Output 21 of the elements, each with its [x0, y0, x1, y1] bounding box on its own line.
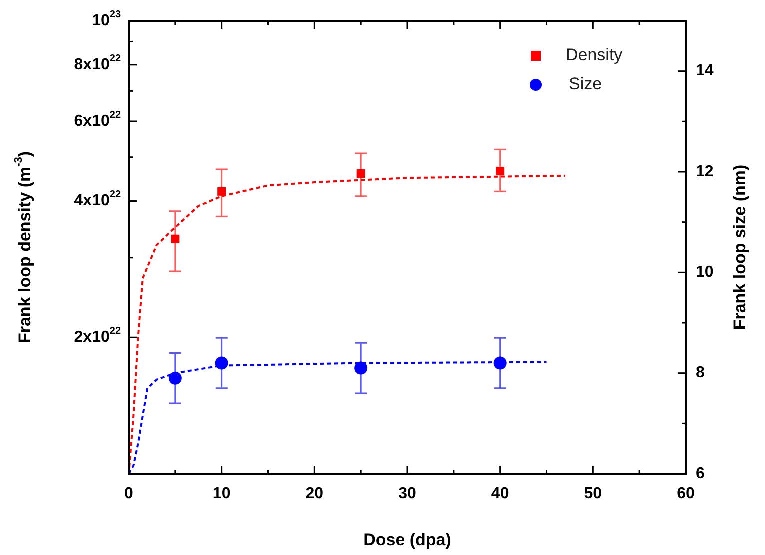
x-tick-label: 10: [212, 485, 231, 502]
x-tick-label: 50: [584, 485, 602, 502]
legend-label: Density: [566, 46, 624, 65]
point: [496, 166, 505, 176]
y2-tick-label: 14: [696, 62, 714, 80]
point: [356, 170, 366, 178]
x-tick-label: 0: [124, 485, 134, 502]
x-tick-label: 20: [306, 485, 324, 502]
y2-axis-title: Frank loop size (nm): [730, 164, 750, 330]
y2-tick-label: 8: [696, 364, 705, 382]
y2-tick-label: 6: [696, 465, 705, 482]
point: [218, 187, 226, 196]
x-tick-label: 30: [398, 485, 416, 502]
x-tick-label: 40: [491, 485, 510, 502]
y2-tick-label: 12: [696, 163, 714, 180]
legend-label: Size: [569, 74, 602, 94]
y2-tick-label: 10: [696, 264, 714, 282]
y-axis-title: Frank loop density (m-3): [13, 151, 35, 344]
x-axis-title: Dose (dpa): [364, 530, 452, 550]
point: [171, 234, 180, 244]
x-tick-label: 60: [677, 485, 695, 502]
